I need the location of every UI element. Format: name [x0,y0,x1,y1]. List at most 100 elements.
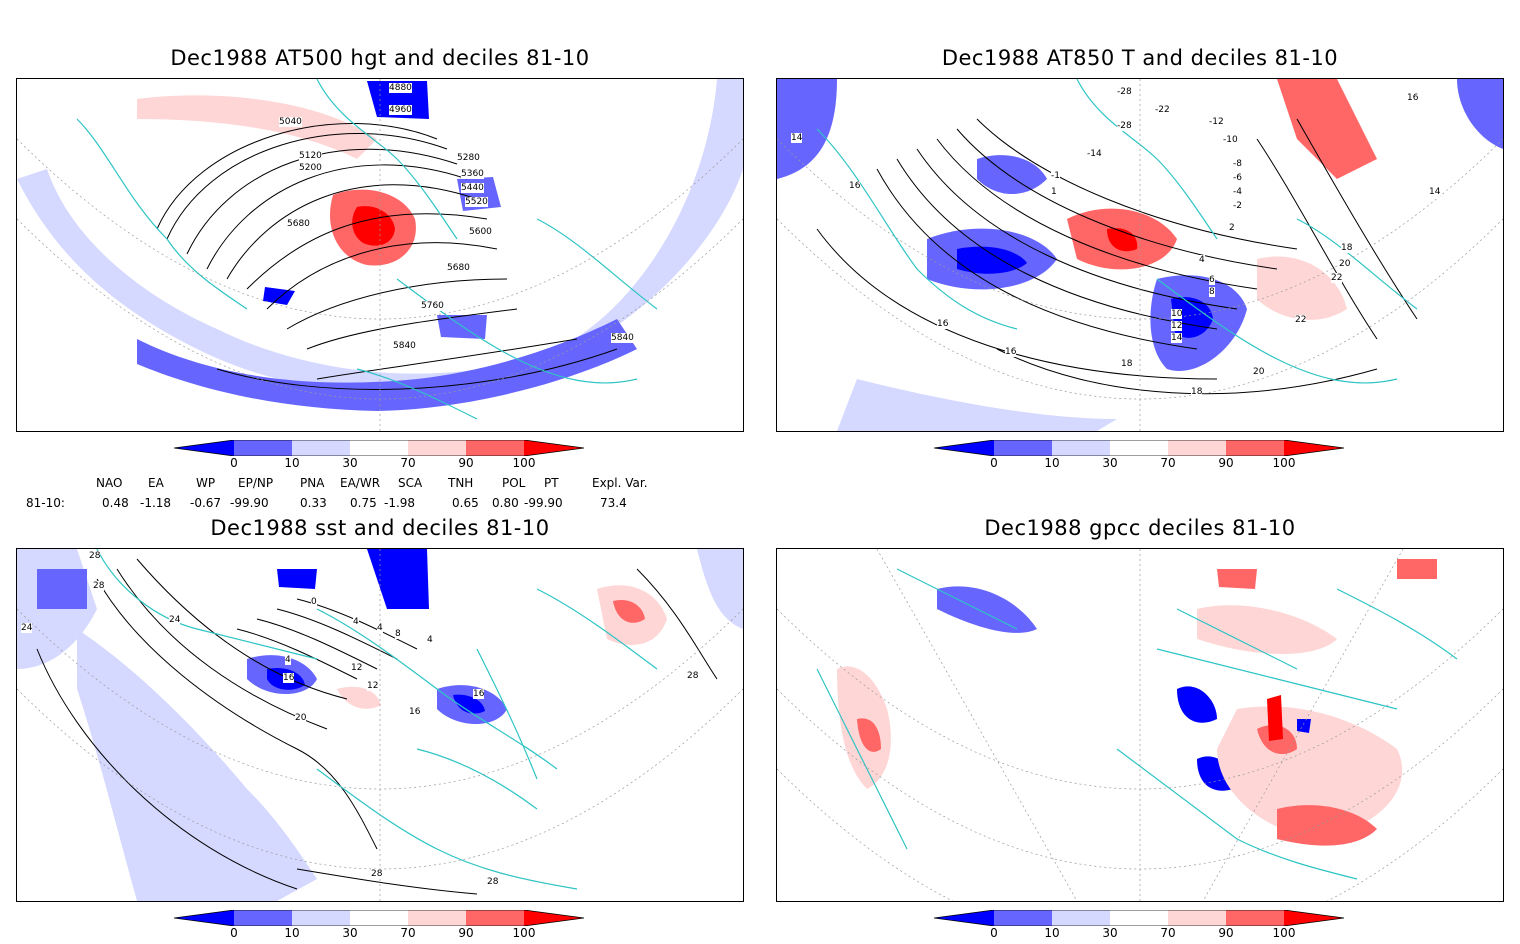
index-header: PT [544,476,559,490]
contour-label: 16 [1005,347,1017,357]
map-sst: 28 28 24 24 0 4 4 8 4 12 16 16 20 16 28 … [16,548,744,902]
colorbar-2: 0 10 30 70 90 100 [933,439,1354,474]
map-at500: 4880 4960 5040 5120 5200 5280 5360 5440 … [16,78,744,432]
contour-label: 28 [93,581,105,591]
map-at850: -28 -22 -28 -12 -10 -14 -8 -6 -4 -2 -1 1… [776,78,1504,432]
colorbar-tick: 70 [400,926,416,940]
contour-label: 18 [1341,243,1353,253]
index-header: EA/WR [340,476,381,490]
index-header: TNH [448,476,474,490]
contour-label: 16 [937,319,949,329]
contour-label: 4880 [389,83,412,93]
contour-label: 22 [1331,273,1343,283]
colorbar-swatches [933,909,1345,927]
contour-label: 5520 [465,197,488,207]
index-value: 0.33 [300,496,327,510]
colorbar-tick: 0 [230,456,238,470]
contour-label: 5440 [461,183,484,193]
colorbar-tick: 70 [1160,926,1176,940]
contour-label: 28 [89,551,101,561]
panel-title: Dec1988 AT500 hgt and deciles 81-10 [170,46,590,70]
index-value: -1.18 [140,496,172,510]
contour-label: -4 [1233,187,1242,197]
index-header: Expl. Var. [592,476,648,490]
contour-label: 14 [1429,187,1441,197]
index-value: -99.90 [524,496,563,510]
index-header: NAO [96,476,123,490]
panel-title: Dec1988 sst and deciles 81-10 [210,516,550,540]
map-svg [777,79,1503,431]
contour-label: 14 [791,133,803,143]
contour-label: 28 [687,671,699,681]
colorbar-tick: 90 [458,456,474,470]
colorbar-tick: 30 [1102,456,1118,470]
contour-label: -14 [1087,149,1102,159]
contour-label: 4 [427,635,433,645]
colorbar-tick: 0 [990,926,998,940]
index-header: POL [502,476,526,490]
contour-label: 8 [1209,287,1215,297]
index-header: WP [196,476,216,490]
index-value: 73.4 [600,496,627,510]
map-svg [777,549,1503,901]
contour-label: -22 [1155,105,1170,115]
colorbar-tick: 100 [512,926,536,940]
contour-label: 2 [1229,223,1235,233]
index-header: EP/NP [238,476,274,490]
map-svg [17,79,743,431]
colorbar-4: 0 10 30 70 90 100 [933,909,1354,944]
colorbar-tick: 100 [512,456,536,470]
colorbar-tick: 10 [1044,926,1060,940]
contour-label: 10 [1171,309,1183,319]
index-value: 0.65 [452,496,479,510]
colorbar-tick: 30 [1102,926,1118,940]
map-svg [17,549,743,901]
index-header: EA [148,476,164,490]
contour-label: 16 [849,181,861,191]
index-value: 0.80 [492,496,519,510]
contour-label: 6 [1209,275,1215,285]
colorbar-tick: 100 [1272,926,1296,940]
contour-label: 5200 [299,163,322,173]
colorbar-tick: 10 [284,926,300,940]
contour-label: 14 [1171,333,1183,343]
index-header: PNA [300,476,325,490]
index-value: -1.98 [384,496,416,510]
contour-label: 4 [353,617,359,627]
colorbar-tick: 90 [1218,456,1234,470]
contour-label: 5040 [279,117,302,127]
index-row-label: 81-10: [26,496,65,510]
colorbar-3: 0 10 30 70 90 100 [173,909,594,944]
contour-label: 4 [377,623,383,633]
colorbar-1: 0 10 30 70 90 100 [173,439,594,474]
contour-label: 16 [1407,93,1419,103]
contour-label: 12 [351,663,363,673]
colorbar-swatches [173,909,585,927]
index-value: 0.48 [102,496,129,510]
colorbar-tick: 100 [1272,456,1296,470]
index-value: -0.67 [190,496,222,510]
contour-label: -28 [1117,87,1132,97]
contour-label: 18 [1121,359,1133,369]
panel-title: Dec1988 AT850 T and deciles 81-10 [941,46,1339,70]
contour-label: 16 [473,689,485,699]
contour-label: -2 [1233,201,1242,211]
contour-label: 5840 [393,341,416,351]
contour-label: 22 [1295,315,1307,325]
index-value: 0.75 [350,496,377,510]
contour-label: -10 [1223,135,1238,145]
colorbar-tick: 0 [230,926,238,940]
colorbar-tick: 0 [990,456,998,470]
colorbar-tick: 90 [1218,926,1234,940]
contour-label: 20 [1339,259,1351,269]
contour-label: -6 [1233,173,1242,183]
contour-label: 5360 [461,169,484,179]
contour-label: -12 [1209,117,1224,127]
contour-label: 4 [1199,255,1205,265]
contour-label: 16 [283,673,295,683]
colorbar-tick: 90 [458,926,474,940]
panel-title: Dec1988 gpcc deciles 81-10 [984,516,1296,540]
contour-label: 4960 [389,105,412,115]
map-gpcc [776,548,1504,902]
contour-label: 24 [21,623,33,633]
